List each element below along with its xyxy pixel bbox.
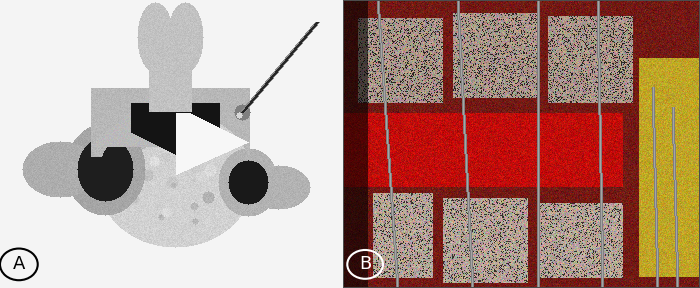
Text: A: A bbox=[13, 255, 25, 273]
Text: B: B bbox=[359, 255, 371, 273]
